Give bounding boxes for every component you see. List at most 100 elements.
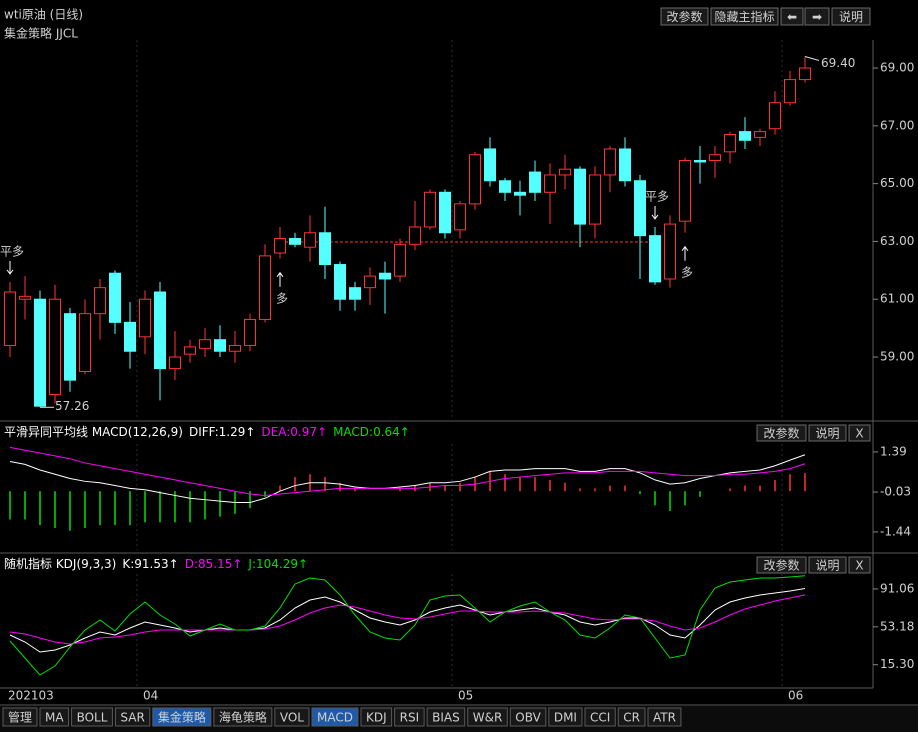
candle-body [619, 148, 631, 182]
tab[interactable] [360, 707, 393, 727]
toolbar-button[interactable] [780, 7, 804, 26]
toolbar-button-label[interactable]: 说明 [839, 9, 863, 24]
tab[interactable] [509, 707, 547, 727]
candle-body [799, 67, 811, 81]
candle-body [724, 134, 736, 153]
tab[interactable] [617, 707, 646, 727]
toolbar-button-label[interactable]: ⬅ [787, 10, 797, 24]
y-tick-label: 63.00 [880, 234, 914, 248]
tab-label[interactable]: BOLL [77, 711, 108, 725]
tab[interactable] [467, 707, 508, 727]
candle-body [739, 131, 751, 141]
panel-button[interactable] [756, 424, 807, 442]
candle-body [784, 79, 796, 104]
tab[interactable] [2, 707, 38, 727]
panel-button[interactable] [756, 556, 807, 574]
tab[interactable] [548, 707, 583, 727]
y-tick-label: 91.06 [880, 581, 914, 595]
panel-header-item: DEA:0.97↑ [261, 425, 327, 439]
toolbar-button-label[interactable]: ➡ [812, 10, 822, 24]
panel-button-label[interactable]: 改参数 [763, 426, 799, 441]
tab[interactable] [311, 707, 359, 727]
candle-body [364, 275, 376, 289]
tab[interactable] [152, 707, 212, 727]
panel-button-label[interactable]: X [855, 559, 863, 573]
tab[interactable] [114, 707, 151, 727]
candle-body [214, 339, 226, 352]
signal-label: 平多 [645, 189, 669, 203]
panel-button[interactable] [808, 556, 847, 574]
candle-body [664, 223, 676, 280]
tab-label[interactable]: 管理 [8, 710, 32, 725]
signal-label: 平多 [0, 244, 24, 258]
candle-body [319, 232, 331, 266]
candle-body [679, 160, 691, 222]
toolbar-button[interactable] [660, 7, 709, 26]
tab[interactable] [394, 707, 425, 727]
candle-body [49, 298, 61, 396]
panel-button[interactable] [848, 424, 871, 442]
panel-header: 随机指标 KDJ(9,3,3) K:91.53↑ D:85.15↑ J:104.29↑ [4, 556, 308, 571]
tab-label[interactable]: W&R [473, 711, 503, 725]
candle-body [604, 148, 616, 176]
panel-button[interactable] [808, 424, 847, 442]
candle-body [559, 168, 571, 176]
candle-body [484, 148, 496, 182]
y-tick-label: -1.44 [880, 524, 911, 538]
tab[interactable] [584, 707, 616, 727]
candle-body [79, 313, 91, 372]
panel-button-label[interactable]: 说明 [815, 558, 839, 573]
toolbar-button-label[interactable]: 隐藏主指标 [714, 9, 774, 24]
candle-body [574, 168, 586, 225]
tab[interactable] [274, 707, 310, 727]
panel-button[interactable] [848, 556, 871, 574]
panel-button-label[interactable]: 说明 [815, 426, 839, 441]
tab[interactable] [71, 707, 113, 727]
candle-body [454, 203, 466, 231]
tab[interactable] [39, 707, 70, 727]
candle-body [379, 272, 391, 280]
signal-label: 多 [681, 265, 693, 279]
toolbar-button[interactable] [710, 7, 779, 26]
signal-arrow [681, 245, 689, 261]
tab-label[interactable]: VOL [280, 711, 304, 725]
candle-body [439, 191, 451, 234]
candle-body [109, 272, 121, 323]
tab-label[interactable]: DMI [554, 711, 577, 725]
tab[interactable] [213, 707, 273, 727]
toolbar-button[interactable] [804, 7, 830, 26]
panel-button-label[interactable]: 改参数 [763, 558, 799, 573]
y-tick-label: 1.39 [880, 444, 907, 458]
candle-body [469, 154, 481, 205]
tab[interactable] [647, 707, 682, 727]
tab-label[interactable]: 集金策略 [158, 710, 206, 725]
toolbar-button[interactable] [831, 7, 871, 26]
signal-label: 多 [276, 291, 288, 305]
x-tick-label: 05 [458, 689, 473, 703]
tab-label[interactable]: SAR [120, 711, 144, 725]
candle-body [34, 298, 46, 407]
tab-label[interactable]: CCI [590, 711, 610, 725]
tab[interactable] [426, 707, 466, 727]
candle-body [754, 131, 766, 138]
signal-arrow [276, 271, 284, 287]
tab-label[interactable]: RSI [400, 711, 420, 725]
tab-label[interactable]: CR [623, 711, 640, 725]
candle-body [769, 102, 781, 130]
tab-label[interactable]: 海龟策略 [219, 710, 267, 725]
tab-label[interactable]: ATR [653, 711, 676, 725]
candle-body [64, 313, 76, 381]
candle-body [169, 356, 181, 370]
tab-label[interactable]: MACD [317, 711, 353, 725]
tab-label[interactable]: OBV [515, 711, 541, 725]
window-title: wti原油 (日线) [4, 8, 83, 22]
candle-body [694, 160, 706, 163]
tab-label[interactable]: KDJ [366, 711, 387, 725]
tab-label[interactable]: MA [45, 711, 64, 725]
candle-body [394, 243, 406, 277]
panel-button-label[interactable]: X [855, 427, 863, 441]
tab-label[interactable]: BIAS [432, 711, 460, 725]
toolbar-button-label[interactable]: 改参数 [666, 9, 702, 24]
indicator-line [9, 587, 806, 653]
